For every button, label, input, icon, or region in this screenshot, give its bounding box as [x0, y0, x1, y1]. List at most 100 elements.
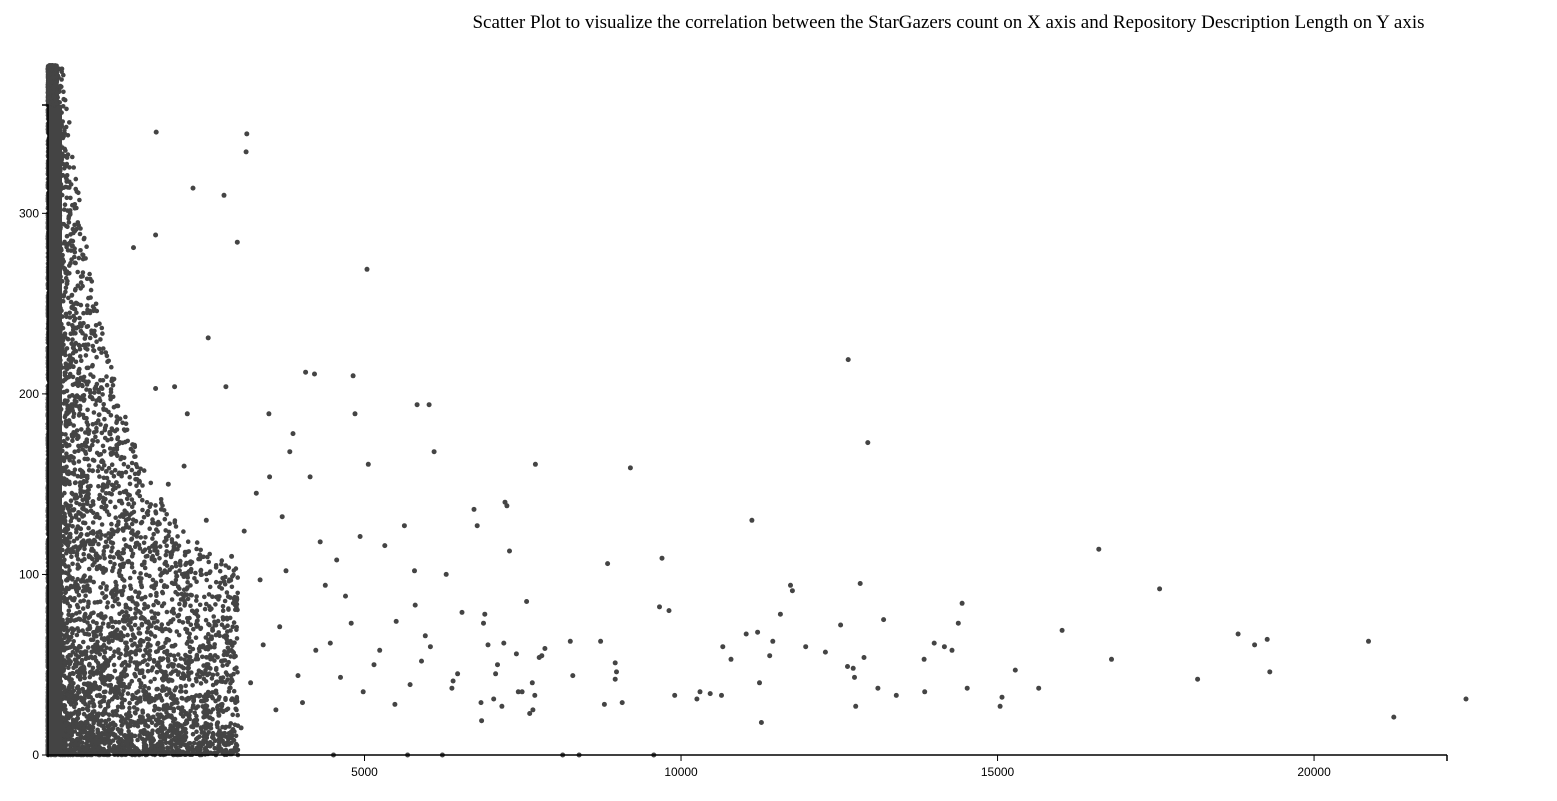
scatter-point	[67, 120, 72, 125]
scatter-point	[99, 678, 105, 683]
scatter-point	[106, 531, 111, 536]
scatter-point	[65, 436, 70, 441]
scatter-point	[79, 382, 85, 388]
scatter-point	[102, 556, 107, 561]
scatter-point	[68, 634, 74, 640]
scatter-point	[138, 571, 143, 576]
scatter-point	[137, 648, 143, 653]
scatter-point	[109, 436, 114, 442]
scatter-point	[109, 482, 115, 488]
scatter-point	[120, 512, 125, 517]
scatter-point	[119, 723, 124, 728]
scatter-point	[76, 448, 81, 454]
scatter-point	[77, 197, 82, 203]
scatter-point	[130, 449, 136, 454]
scatter-point	[161, 703, 167, 708]
scatter-point	[141, 674, 147, 680]
scatter-point	[193, 676, 199, 682]
scatter-point	[112, 635, 118, 640]
scatter-point	[111, 565, 116, 570]
scatter-point	[151, 531, 156, 537]
scatter-point	[123, 640, 128, 646]
scatter-point	[104, 604, 110, 610]
scatter-point	[201, 676, 207, 682]
scatter-point	[76, 564, 82, 570]
scatter-point	[100, 712, 106, 717]
scatter-point	[226, 659, 231, 665]
scatter-point	[164, 563, 170, 568]
scatter-point	[119, 473, 124, 479]
scatter-point	[188, 603, 193, 609]
chart-title: Scatter Plot to visualize the correlatio…	[472, 12, 1425, 33]
scatter-point	[88, 372, 93, 377]
scatter-point	[76, 459, 82, 464]
scatter-point	[125, 632, 130, 638]
scatter-point	[129, 504, 135, 510]
scatter-point	[95, 553, 100, 559]
scatter-point	[79, 661, 84, 666]
scatter-point	[152, 703, 158, 709]
scatter-point	[103, 423, 109, 429]
scatter-point	[130, 599, 135, 604]
scatter-point	[96, 496, 102, 502]
scatter-point	[185, 619, 191, 625]
scatter-point	[108, 413, 114, 418]
scatter-point	[177, 601, 182, 607]
scatter-point	[101, 346, 106, 351]
scatter-point	[134, 540, 140, 546]
scatter-point	[164, 537, 169, 542]
scatter-point	[160, 656, 166, 661]
scatter-point	[135, 737, 140, 743]
scatter-point	[204, 703, 210, 709]
scatter-point	[179, 705, 185, 710]
scatter-point	[177, 740, 183, 745]
scatter-point	[73, 176, 79, 182]
scatter-point	[114, 586, 119, 592]
scatter-point	[101, 475, 107, 481]
scatter-point	[137, 668, 142, 674]
scatter-point	[138, 520, 144, 526]
scatter-point	[96, 484, 101, 489]
scatter-point	[83, 353, 89, 358]
scatter-point	[93, 642, 98, 648]
scatter-point	[70, 612, 75, 618]
scatter-point	[141, 728, 147, 733]
scatter-point	[194, 729, 199, 734]
scatter-point	[112, 649, 117, 654]
scatter-point	[176, 632, 182, 638]
scatter-point	[63, 522, 68, 527]
scatter-point	[58, 83, 63, 89]
scatter-point	[95, 514, 101, 520]
scatter-point	[229, 584, 235, 590]
scatter-point	[224, 707, 229, 713]
scatter-point	[158, 578, 164, 584]
scatter-point	[164, 512, 169, 517]
scatter-point	[93, 333, 98, 339]
scatter-point	[109, 462, 115, 468]
scatter-point	[79, 358, 84, 364]
scatter-point	[164, 549, 169, 554]
scatter-point	[125, 559, 130, 564]
scatter-point	[106, 358, 111, 364]
scatter-point	[70, 374, 76, 380]
scatter-point	[215, 679, 220, 684]
scatter-point	[67, 458, 72, 463]
scatter-point	[194, 693, 199, 698]
scatter-point	[155, 743, 160, 748]
scatter-point	[101, 548, 107, 554]
scatter-point	[62, 514, 68, 520]
scatter-point	[110, 589, 115, 594]
scatter-point	[89, 548, 94, 553]
scatter-point	[88, 390, 93, 396]
scatter-point	[96, 464, 101, 469]
scatter-point	[146, 685, 151, 691]
scatter-point	[115, 704, 121, 710]
scatter-point	[84, 489, 90, 494]
scatter-point	[86, 566, 92, 572]
scatter-point	[110, 638, 115, 643]
scatter-point	[99, 459, 104, 465]
scatter-point	[200, 654, 205, 660]
scatter-point	[174, 629, 180, 634]
scatter-point	[80, 412, 86, 418]
scatter-point	[101, 552, 106, 558]
